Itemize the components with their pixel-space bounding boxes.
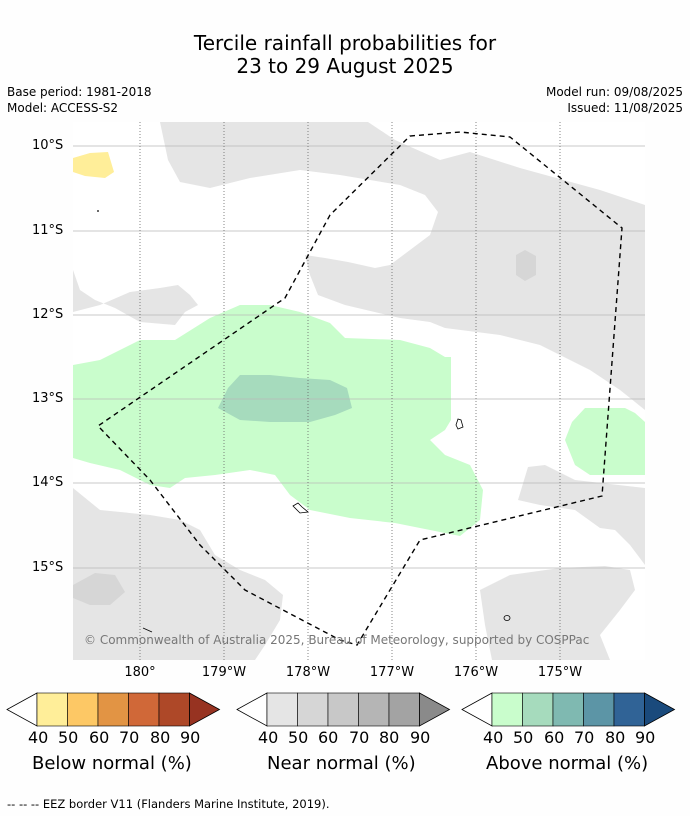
colorbar-tick: 40 (258, 728, 279, 747)
longitude-label: 180° (124, 665, 156, 680)
near-normal-60-patch-ne (516, 250, 536, 281)
near-normal-region-west (73, 270, 198, 325)
title-line-1: Tercile rainfall probabilities for (193, 31, 497, 55)
island-outline (455, 418, 464, 430)
colorbar-tick: 50 (58, 728, 79, 747)
near-normal-region-north (160, 122, 645, 410)
colorbar-tick: 60 (318, 728, 339, 747)
longitude-label: 177°W (369, 665, 415, 680)
colorbar-tick: 50 (513, 728, 534, 747)
near-normal-region-southeast (480, 566, 635, 660)
near-normal-region-east (518, 465, 645, 565)
colorbar-title-below: Below normal (%) (32, 753, 192, 774)
eez-border (96, 131, 623, 646)
longitude-label: 175°W (537, 665, 583, 680)
colorbar-tick: 50 (288, 728, 309, 747)
colorbar-tick: 40 (28, 728, 49, 747)
colorbar-tick: 90 (410, 728, 431, 747)
colorbar-title-near: Near normal (%) (267, 753, 416, 774)
near-normal-region-southwest (73, 488, 283, 660)
island-outline (97, 210, 99, 212)
longitude-label: 179°W (201, 665, 247, 680)
colorbar-tick: 70 (349, 728, 370, 747)
island-outline (292, 502, 309, 514)
model-run: Model run: 09/08/2025 (545, 85, 683, 99)
model-name: Model: ACCESS-S2 (7, 101, 119, 115)
island-outline (503, 615, 511, 621)
latitude-label: 10°S (32, 138, 64, 153)
colorbar-title-above: Above normal (%) (486, 753, 649, 774)
latitude-label: 11°S (32, 223, 64, 238)
colorbar-tick: 60 (89, 728, 110, 747)
base-period: Base period: 1981-2018 (7, 85, 152, 99)
longitude-label: 178°W (285, 665, 331, 680)
issued-date: Issued: 11/08/2025 (567, 101, 683, 115)
below-normal-region (73, 152, 114, 178)
colorbar-tick: 80 (150, 728, 171, 747)
above-normal-50-region (218, 375, 352, 422)
colorbar-tick: 70 (574, 728, 595, 747)
near-normal-60-patch-sw (73, 573, 125, 605)
latitude-label: 15°S (32, 560, 64, 575)
latitude-label: 12°S (32, 307, 64, 322)
eez-footnote: -- -- -- EEZ border V11 (Flanders Marine… (7, 797, 330, 811)
longitude-label: 176°W (453, 665, 499, 680)
latitude-label: 14°S (32, 475, 64, 490)
colorbar-tick: 70 (119, 728, 140, 747)
latitude-label: 13°S (32, 391, 64, 406)
island-outline (142, 627, 153, 633)
latitude-gridlines (73, 145, 645, 569)
copyright-notice: © Commonwealth of Australia 2025, Bureau… (84, 633, 590, 647)
colorbar-tick: 60 (544, 728, 565, 747)
colorbar-tick: 90 (180, 728, 201, 747)
above-normal-region-east (565, 408, 645, 475)
title-line-2: 23 to 29 August 2025 (236, 54, 454, 78)
colorbar-tick: 90 (635, 728, 656, 747)
colorbar-tick: 40 (483, 728, 504, 747)
colorbar-tick: 80 (605, 728, 626, 747)
colorbar-tick: 80 (379, 728, 400, 747)
